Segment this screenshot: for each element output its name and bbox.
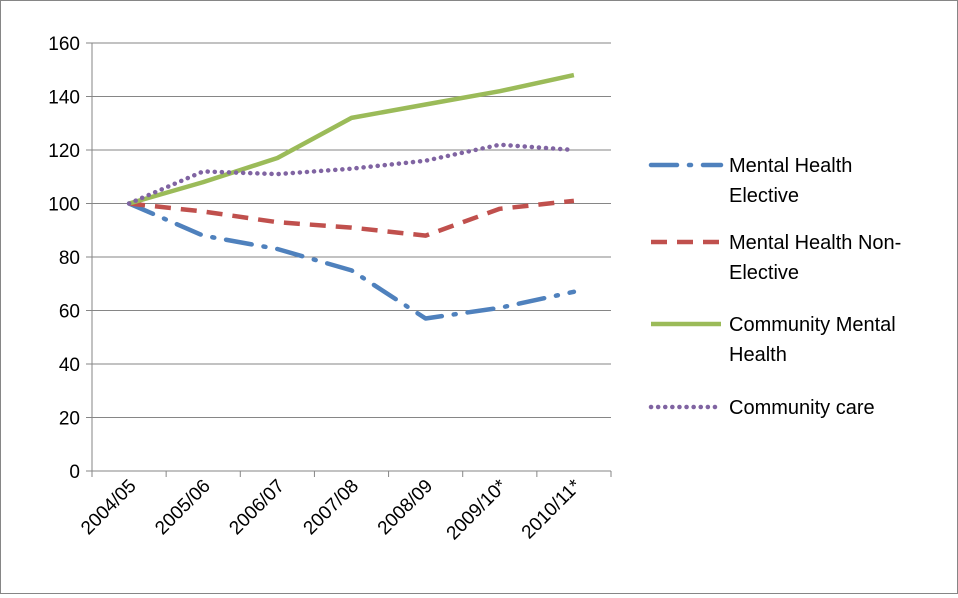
legend-label: Mental Health (729, 155, 852, 177)
y-tick-label: 80 (59, 248, 80, 269)
y-tick-label: 120 (48, 141, 80, 162)
y-tick-label: 40 (59, 355, 80, 376)
x-tick-label: 2004/05 (77, 476, 140, 539)
x-tick-label: 2010/11* (518, 475, 586, 543)
x-axis: 2004/05 2005/06 2006/07 2007/08 2008/09 2009/… (77, 471, 612, 544)
legend-label: Mental Health Non- (729, 232, 901, 254)
legend-label: Health (729, 344, 787, 366)
y-tick-label: 140 (48, 88, 80, 109)
y-tick-label: 20 (59, 409, 80, 430)
x-tick-label: 2006/07 (225, 476, 288, 539)
y-tick-label: 60 (59, 302, 80, 323)
y-axis: 0 20 40 60 80 100 120 140 160 (48, 34, 93, 483)
gridlines (92, 42, 611, 472)
series-line-community-care (126, 142, 577, 206)
x-tick-label: 2005/06 (151, 476, 214, 539)
x-tick-label: 2009/10* (443, 475, 512, 544)
series-line-mental-health-non-elective (128, 198, 575, 238)
y-tick-label: 0 (69, 462, 80, 483)
series-line-community-mental-health (128, 72, 575, 206)
y-tick-label: 100 (48, 195, 80, 216)
series-lines (126, 72, 577, 321)
series-line-mental-health-elective (126, 201, 577, 321)
legend-label: Elective (729, 262, 799, 284)
legend-label: Community care (729, 397, 875, 419)
y-tick-label: 160 (48, 34, 80, 55)
legend-label: Elective (729, 185, 799, 207)
x-tick-label: 2007/08 (300, 476, 363, 539)
x-tick-label: 2008/09 (374, 476, 437, 539)
legend-label: Community Mental (729, 314, 896, 336)
legend: Mental Health Elective Mental Health Non- E… (648, 155, 901, 419)
